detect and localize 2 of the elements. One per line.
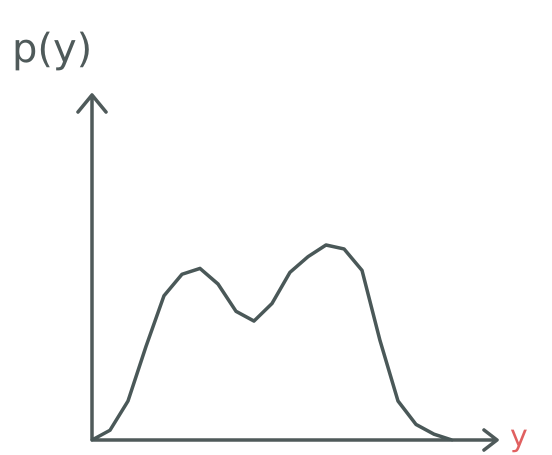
x-axis-title: y bbox=[510, 419, 528, 454]
y-axis-title: p(y) bbox=[12, 26, 92, 72]
